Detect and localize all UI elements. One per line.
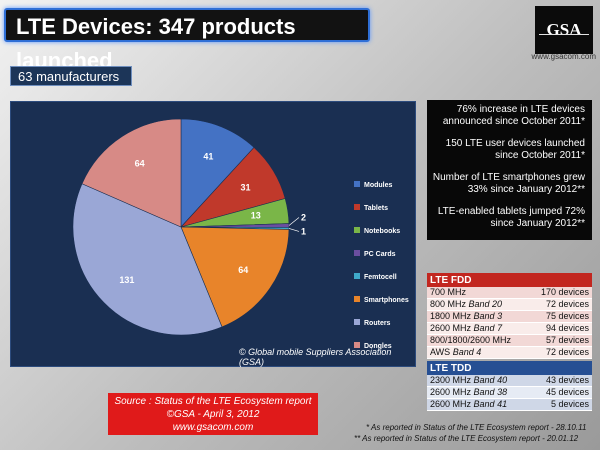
- freq: 1800 MHz: [430, 311, 472, 321]
- legend-swatch: [354, 181, 360, 187]
- source-line: www.gsacom.com: [172, 422, 254, 433]
- freq: 2600 MHz: [430, 323, 472, 333]
- devices-cell: 72 devices: [528, 346, 592, 359]
- pie-slice-modules: [180, 118, 255, 228]
- legend-label: Smartphones: [364, 297, 409, 304]
- freq-cell: 2300 MHz Band 40: [427, 375, 531, 387]
- footnote: * As reported in Status of the LTE Ecosy…: [366, 423, 587, 432]
- devices-cell: 72 devices: [528, 298, 592, 311]
- data-label: 131: [119, 275, 134, 285]
- legend-label: Modules: [364, 182, 392, 189]
- pie-chart: 41 31 13 2 1 64 131 64 Modules Tablets Notebooks PC…: [72, 118, 409, 350]
- table-row: AWS Band 4 72 devices: [427, 346, 592, 359]
- fdd-title: LTE FDD: [427, 273, 592, 287]
- freq-cell: 700 MHz: [427, 287, 529, 299]
- table-row: 2600 MHz Band 7 94 devices: [427, 322, 592, 335]
- devices-cell: 170 devices: [528, 287, 592, 299]
- legend-label: PC Cards: [364, 251, 396, 258]
- freq-cell: 800/1800/2600 MHz: [427, 334, 529, 347]
- freq: 800 MHz: [430, 299, 467, 309]
- source-line: Source : Status of the LTE Ecosystem rep…: [114, 396, 312, 407]
- stat-item: 76% increase in LTE devices announced si…: [442, 104, 585, 127]
- band: Band 41: [473, 399, 508, 409]
- freq-cell: 2600 MHz Band 41: [427, 398, 531, 411]
- leader-line: [288, 228, 300, 232]
- band: Band 4: [452, 347, 482, 357]
- source-line: ©GSA - April 3, 2012: [166, 409, 260, 420]
- legend-label: Femtocell: [364, 274, 397, 281]
- freq: 2600 MHz: [430, 399, 472, 409]
- pie-slice-routers: [72, 183, 223, 336]
- data-label: 13: [251, 211, 261, 221]
- legend-swatch: [354, 204, 360, 210]
- freq: 2600 MHz: [430, 387, 472, 397]
- freq: 800/1800/2600 MHz: [430, 335, 512, 345]
- freq-cell: 800 MHz Band 20: [427, 298, 529, 311]
- data-label: 31: [241, 183, 251, 193]
- devices-cell: 43 devices: [530, 375, 592, 387]
- pie-slice-dongles: [81, 118, 182, 228]
- logo-url: www.gsacom.com: [531, 52, 596, 61]
- source-box: Source : Status of the LTE Ecosystem rep…: [108, 393, 318, 435]
- tdd-table: LTE TDD 2300 MHz Band 40 43 devices 2600…: [427, 361, 592, 411]
- legend-swatch: [354, 319, 360, 325]
- logo-divider: [539, 34, 589, 35]
- data-label: 41: [203, 152, 213, 162]
- table-row: 800 MHz Band 20 72 devices: [427, 298, 592, 311]
- data-label: 1: [301, 226, 306, 236]
- band: Band 20: [468, 299, 503, 309]
- legend-swatch: [354, 227, 360, 233]
- legend-label: Notebooks: [364, 228, 400, 235]
- chart-panel: 41 31 13 2 1 64 131 64 Modules Tablets Notebooks PC…: [10, 101, 416, 367]
- band: Band 38: [473, 387, 508, 397]
- table-row: 700 MHz 170 devices: [427, 287, 592, 299]
- manufacturers-badge: 63 manufacturers: [10, 66, 132, 86]
- legend-swatch: [354, 296, 360, 302]
- freq: 2300 MHz: [430, 375, 472, 385]
- stat-item: 150 LTE user devices launched since Octo…: [445, 138, 585, 161]
- freq-cell: 2600 MHz Band 7: [427, 322, 529, 335]
- table-row: 2300 MHz Band 40 43 devices: [427, 375, 592, 387]
- data-label: 2: [301, 213, 306, 223]
- stat-item: LTE-enabled tablets jumped 72% since Jan…: [437, 206, 585, 229]
- pie-slice-smartphones: [180, 226, 290, 328]
- data-label: 64: [135, 159, 145, 169]
- legend-swatch: [354, 342, 360, 348]
- leader-line: [288, 217, 300, 226]
- freq-cell: 1800 MHz Band 3: [427, 310, 529, 323]
- fdd-table: LTE FDD 700 MHz 170 devices 800 MHz Band…: [427, 273, 592, 359]
- freq-cell: 2600 MHz Band 38: [427, 386, 531, 399]
- legend-label: Routers: [364, 320, 391, 327]
- legend-swatch: [354, 250, 360, 256]
- table-row: 2600 MHz Band 38 45 devices: [427, 386, 592, 399]
- table-row: 2600 MHz Band 41 5 devices: [427, 398, 592, 411]
- legend-label: Tablets: [364, 205, 388, 212]
- band: Band 7: [473, 323, 503, 333]
- legend-label: Dongles: [364, 343, 392, 350]
- gsa-logo: GSA: [535, 6, 593, 54]
- devices-cell: 45 devices: [530, 386, 592, 399]
- band: Band 3: [473, 311, 503, 321]
- band: Band 40: [473, 375, 508, 385]
- devices-cell: 94 devices: [528, 322, 592, 335]
- devices-cell: 5 devices: [530, 398, 592, 411]
- stats-panel: 76% increase in LTE devices announced si…: [427, 100, 592, 240]
- chart-copyright: © Global mobile Suppliers Association (G…: [239, 347, 392, 367]
- footnote: ** As reported in Status of the LTE Ecos…: [354, 434, 579, 443]
- table-row: 800/1800/2600 MHz 57 devices: [427, 334, 592, 347]
- page-title: LTE Devices: 347 products launched: [4, 8, 370, 73]
- legend-swatch: [354, 273, 360, 279]
- devices-cell: 57 devices: [528, 334, 592, 347]
- freq-cell: AWS Band 4: [427, 346, 529, 359]
- data-label: 64: [238, 265, 248, 275]
- devices-cell: 75 devices: [528, 310, 592, 323]
- freq: AWS: [430, 347, 451, 357]
- table-row: 1800 MHz Band 3 75 devices: [427, 310, 592, 323]
- tdd-title: LTE TDD: [427, 361, 592, 375]
- stat-item: Number of LTE smartphones grew 33% since…: [432, 172, 585, 195]
- freq: 700 MHz: [430, 287, 467, 297]
